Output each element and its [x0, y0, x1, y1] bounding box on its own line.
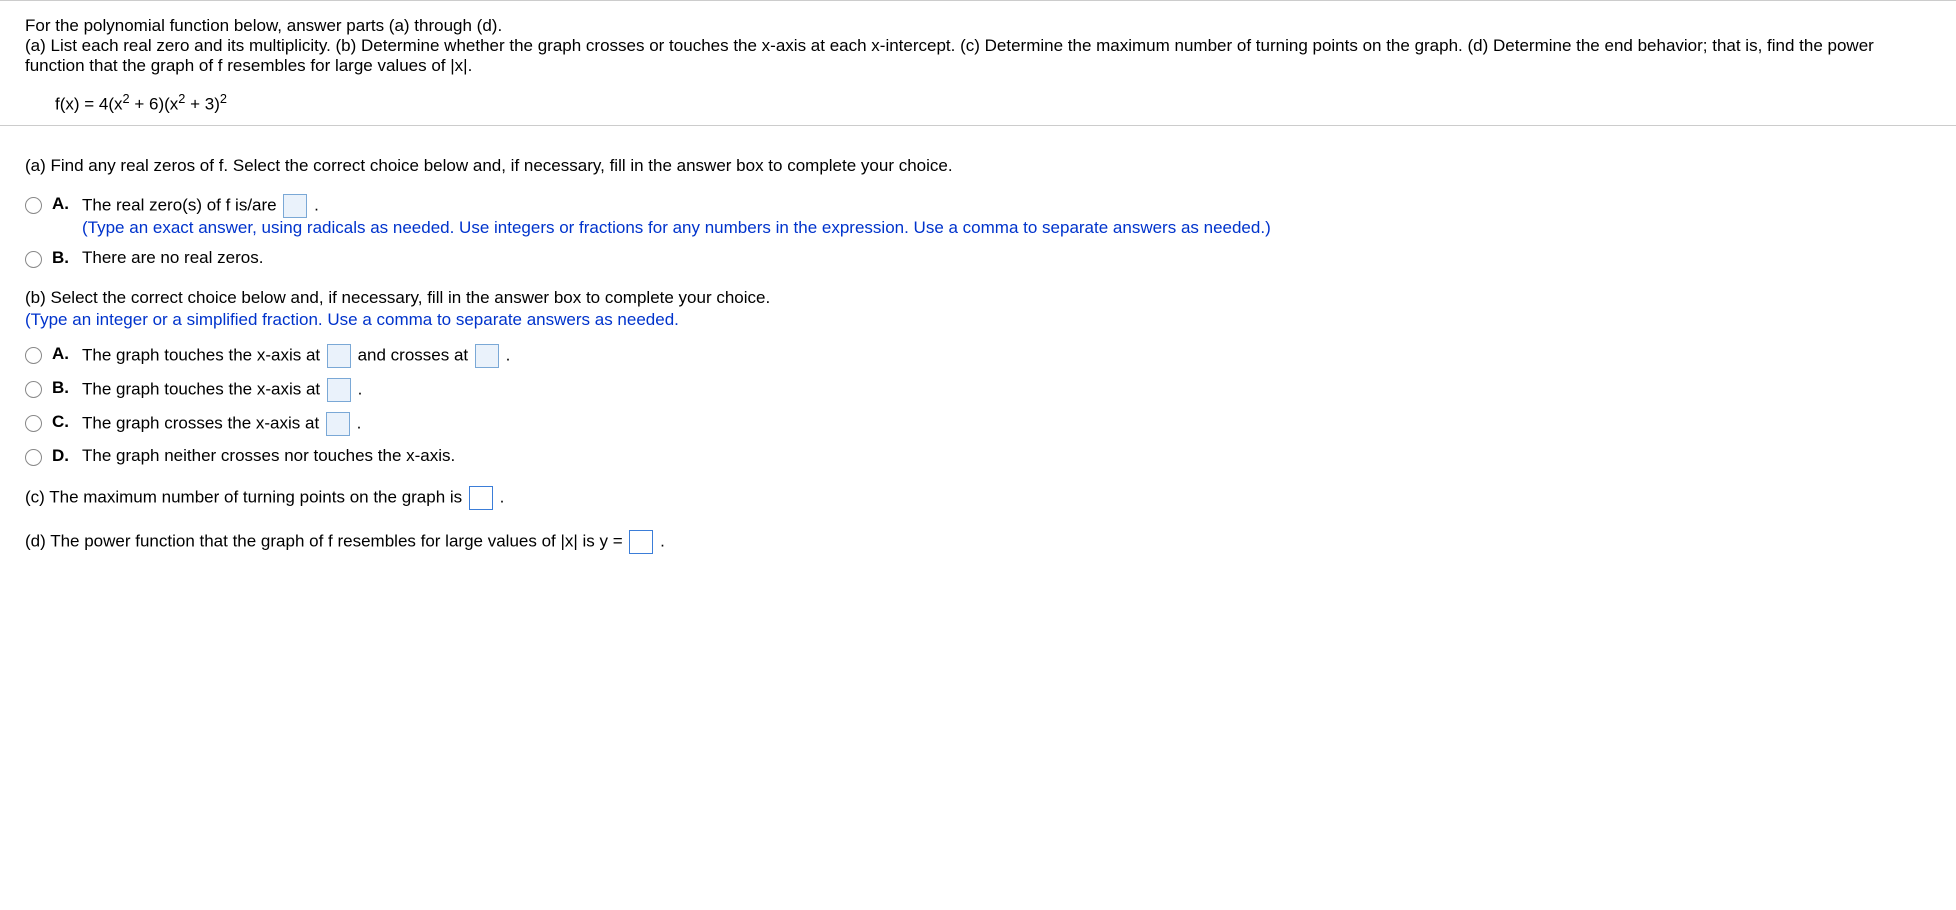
- choice-label: C.: [52, 412, 72, 432]
- answer-input[interactable]: [283, 194, 307, 218]
- answer-input[interactable]: [326, 412, 350, 436]
- answer-area: (a) Find any real zeros of f. Select the…: [0, 126, 1956, 587]
- choice-label: B.: [52, 378, 72, 398]
- radio-button[interactable]: [25, 251, 42, 268]
- part-c: (c) The maximum number of turning points…: [25, 486, 1931, 510]
- choice-label: B.: [52, 248, 72, 268]
- part-b-header2: (Type an integer or a simplified fractio…: [25, 310, 1931, 330]
- choice-text: The real zero(s) of f is/are . (Type an …: [82, 194, 1931, 238]
- choice-label: A.: [52, 344, 72, 364]
- part-b-choice-c: C. The graph crosses the x-axis at .: [25, 412, 1931, 436]
- part-d-text: (d) The power function that the graph of…: [25, 531, 627, 550]
- part-b-header1: (b) Select the correct choice below and,…: [25, 288, 1931, 308]
- choice-a-hint: (Type an exact answer, using radicals as…: [82, 218, 1931, 238]
- problem-intro: For the polynomial function below, answe…: [25, 16, 1931, 36]
- text-part: The graph touches the x-axis at: [82, 345, 325, 364]
- part-a-header: (a) Find any real zeros of f. Select the…: [25, 156, 1931, 176]
- problem-parts-desc: (a) List each real zero and its multipli…: [25, 36, 1931, 76]
- part-d: (d) The power function that the graph of…: [25, 530, 1931, 554]
- period: .: [358, 379, 363, 398]
- radio-button[interactable]: [25, 197, 42, 214]
- choice-text: The graph touches the x-axis at and cros…: [82, 344, 1931, 368]
- choice-label: A.: [52, 194, 72, 214]
- text-part: The graph touches the x-axis at: [82, 379, 325, 398]
- period: .: [660, 531, 665, 550]
- part-b-choice-d: D. The graph neither crosses nor touches…: [25, 446, 1931, 466]
- formula: f(x) = 4(x2 + 6)(x2 + 3)2: [25, 91, 1931, 115]
- problem-block: For the polynomial function below, answe…: [0, 0, 1956, 126]
- part-b-choice-a: A. The graph touches the x-axis at and c…: [25, 344, 1931, 368]
- choice-label: D.: [52, 446, 72, 466]
- part-a-choice-b: B. There are no real zeros.: [25, 248, 1931, 268]
- period: .: [506, 345, 511, 364]
- answer-input[interactable]: [327, 344, 351, 368]
- radio-button[interactable]: [25, 347, 42, 364]
- part-b-choice-b: B. The graph touches the x-axis at .: [25, 378, 1931, 402]
- answer-input[interactable]: [475, 344, 499, 368]
- part-a-choice-a: A. The real zero(s) of f is/are . (Type …: [25, 194, 1931, 238]
- answer-input[interactable]: [629, 530, 653, 554]
- period: .: [314, 195, 319, 214]
- choice-text: The graph crosses the x-axis at .: [82, 412, 1931, 436]
- text-part: and crosses at: [353, 345, 473, 364]
- choice-text: There are no real zeros.: [82, 248, 1931, 268]
- period: .: [500, 487, 505, 506]
- choice-text: The graph touches the x-axis at .: [82, 378, 1931, 402]
- period: .: [357, 413, 362, 432]
- radio-button[interactable]: [25, 449, 42, 466]
- part-c-text: (c) The maximum number of turning points…: [25, 487, 467, 506]
- choice-a-text1: The real zero(s) of f is/are: [82, 195, 281, 214]
- text-part: The graph crosses the x-axis at: [82, 413, 324, 432]
- answer-input[interactable]: [327, 378, 351, 402]
- choice-text: The graph neither crosses nor touches th…: [82, 446, 1931, 466]
- answer-input[interactable]: [469, 486, 493, 510]
- radio-button[interactable]: [25, 381, 42, 398]
- radio-button[interactable]: [25, 415, 42, 432]
